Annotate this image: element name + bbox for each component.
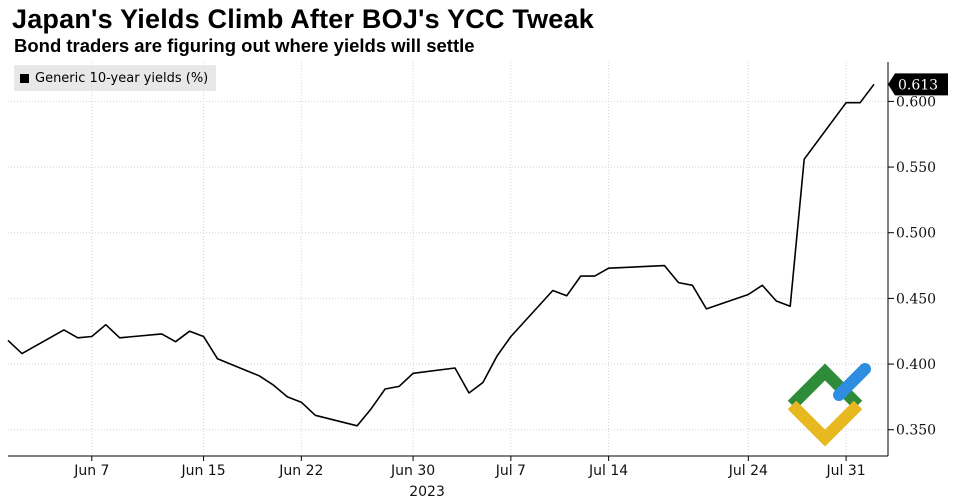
legend-entry: Generic 10-year yields (%) [35, 70, 209, 86]
y-tick-label: 0.600 [896, 94, 936, 110]
series-line [7, 83, 875, 427]
legend-swatch-icon [20, 73, 29, 83]
y-tick-label: 0.450 [896, 291, 936, 307]
last-value-label: 0.613 [898, 77, 938, 93]
x-tick-label: Jul 7 [495, 463, 526, 479]
x-tick-label: Jun 30 [390, 463, 435, 479]
last-value-tag [888, 73, 948, 96]
legend: Generic 10-year yields (%) [14, 65, 217, 91]
x-tick-label: Jul 24 [728, 463, 768, 479]
y-tick-label: 0.350 [896, 423, 936, 439]
brand-logo-icon [787, 363, 871, 447]
chart-subtitle: Bond traders are figuring out where yiel… [14, 35, 475, 56]
x-year-label: 2023 [409, 484, 445, 500]
x-tick-label: Jul 14 [588, 463, 628, 479]
chart-title: Japan's Yields Climb After BOJ's YCC Twe… [12, 4, 594, 34]
x-tick-label: Jun 22 [278, 463, 323, 479]
x-axis: Jun 7 Jun 15 Jun 22 Jun 30 Jul 7 Jul 14 Jul 24… [8, 455, 888, 500]
x-tick-label: Jul 31 [826, 463, 866, 479]
y-tick-label: 0.550 [896, 160, 936, 176]
y-tick-label: 0.500 [896, 226, 936, 242]
x-tick-label: Jun 15 [180, 463, 225, 479]
x-tick-label: Jun 7 [73, 463, 109, 479]
grid [8, 62, 888, 456]
series-layer [7, 83, 875, 427]
y-tick-label: 0.400 [896, 357, 936, 373]
